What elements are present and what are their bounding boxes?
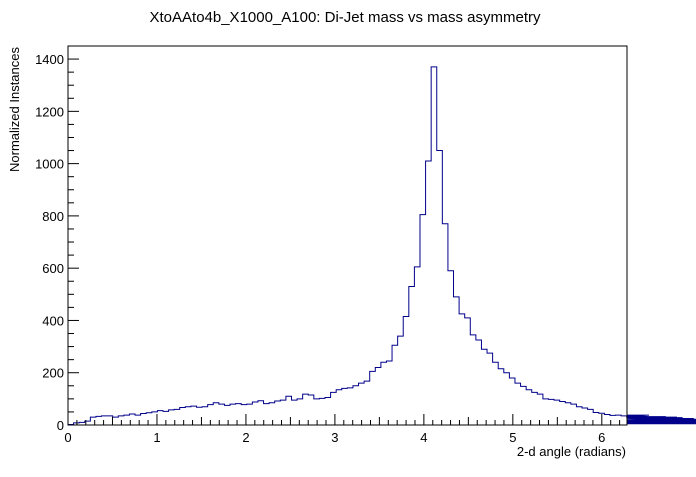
y-tick-label: 1200 — [35, 104, 64, 119]
y-tick-label: 200 — [42, 366, 64, 381]
y-tick-label: 1000 — [35, 157, 64, 172]
y-tick-label: 600 — [42, 261, 64, 276]
chart-title: XtoAAto4b_X1000_A100: Di-Jet mass vs mas… — [150, 9, 541, 26]
y-axis-label: Normalized Instances — [7, 47, 22, 172]
x-tick-label: 1 — [153, 430, 160, 445]
y-tick-label: 1400 — [35, 52, 64, 67]
plot-frame — [67, 45, 628, 426]
plot-area — [67, 66, 696, 425]
y-tick-label: 800 — [42, 209, 64, 224]
x-tick-label: 0 — [64, 430, 71, 445]
x-tick-label: 5 — [509, 430, 516, 445]
histogram-line — [67, 66, 696, 425]
x-tick-label: 4 — [420, 430, 427, 445]
y-tick-label: 0 — [57, 418, 64, 433]
y-tick-label: 400 — [42, 313, 64, 328]
x-tick-label: 2 — [242, 430, 249, 445]
x-axis-label: 2-d angle (radians) — [517, 444, 626, 459]
axes: 0 1 2 3 4 5 6 0 200 400 600 800 1000 1200 1400 — [35, 45, 628, 445]
x-tick-label: 6 — [598, 430, 605, 445]
x-tick-label: 3 — [331, 430, 338, 445]
